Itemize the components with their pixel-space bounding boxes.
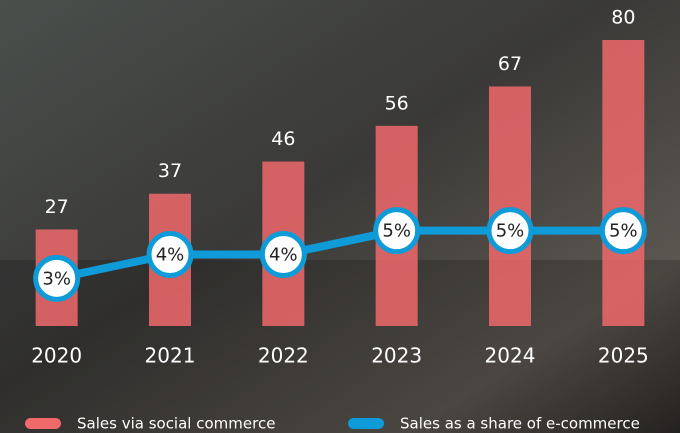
x-tick-label: 2021 <box>145 344 196 368</box>
bar-value-label: 27 <box>45 196 69 218</box>
x-tick-label: 2023 <box>371 344 422 368</box>
legend-label: Sales as a share of e-commerce <box>400 415 640 433</box>
line-value-label: 4% <box>156 245 185 266</box>
bar <box>602 40 644 326</box>
bar-value-label: 67 <box>498 53 522 75</box>
x-tick-label: 2024 <box>485 344 536 368</box>
bar-value-label: 46 <box>271 128 295 150</box>
bar-value-label: 56 <box>385 92 409 114</box>
legend-swatch <box>25 418 61 429</box>
legend-swatch <box>348 418 384 429</box>
x-tick-label: 2020 <box>31 344 82 368</box>
background-shade <box>0 260 680 433</box>
x-tick-label: 2025 <box>598 344 649 368</box>
line-value-label: 3% <box>42 268 71 289</box>
x-tick-label: 2022 <box>258 344 309 368</box>
legend-label: Sales via social commerce <box>77 415 275 433</box>
bar-value-label: 37 <box>158 160 182 182</box>
line-value-label: 5% <box>496 221 525 242</box>
chart: 2020 2021 2022 2023 2024 2025 27 37 46 56 67 80 3% 4%… <box>0 0 680 433</box>
line-value-label: 5% <box>382 221 411 242</box>
bar <box>489 86 531 326</box>
line-value-label: 5% <box>609 221 638 242</box>
bar-value-label: 80 <box>611 7 635 29</box>
line-value-label: 4% <box>269 245 298 266</box>
